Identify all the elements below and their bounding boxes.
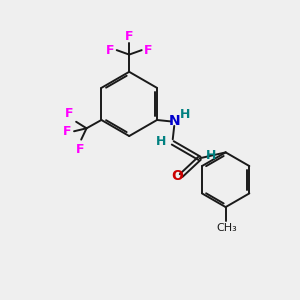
Text: CH₃: CH₃	[217, 223, 238, 233]
Text: F: F	[144, 44, 153, 57]
Text: O: O	[171, 169, 183, 183]
Text: F: F	[125, 30, 134, 43]
Text: H: H	[156, 135, 167, 148]
Text: F: F	[65, 107, 74, 120]
Text: H: H	[206, 149, 216, 162]
Text: H: H	[180, 108, 191, 122]
Text: F: F	[63, 125, 71, 138]
Text: N: N	[168, 115, 180, 128]
Text: F: F	[106, 44, 114, 57]
Text: F: F	[76, 142, 85, 156]
